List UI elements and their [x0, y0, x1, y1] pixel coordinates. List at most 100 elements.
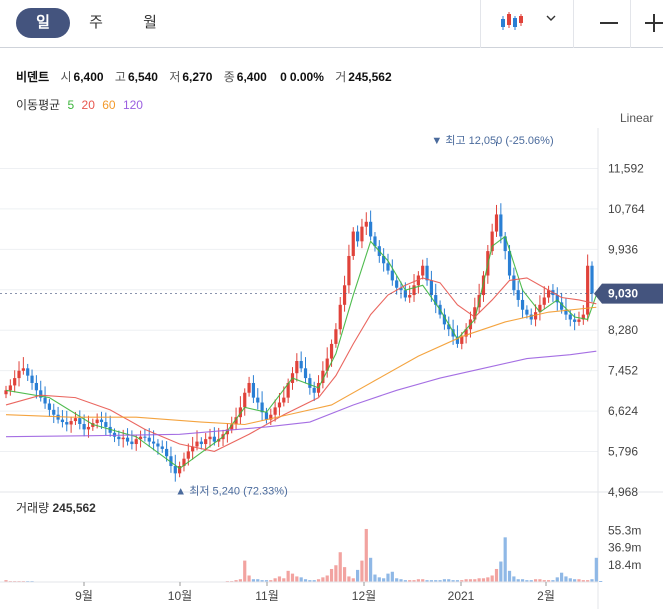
ma-60-label[interactable]: 60 [102, 98, 116, 112]
volume-bar [295, 576, 299, 582]
volume-bar [538, 579, 542, 582]
volume-bar [312, 580, 316, 582]
candle-body [65, 422, 69, 425]
volume-tick-label: 36.9m [608, 541, 641, 555]
candle [577, 311, 581, 326]
candle-body [568, 314, 572, 320]
ma-60-line [5, 306, 597, 426]
volume-bar [382, 578, 386, 582]
candle [99, 411, 104, 429]
candle-body [130, 441, 134, 445]
candle-body [351, 231, 355, 256]
volume-bar [260, 580, 264, 582]
volume-bar [412, 580, 416, 582]
candle-body [8, 385, 12, 391]
volume-bar [438, 580, 442, 582]
volume-bar [282, 578, 286, 582]
candle [165, 441, 169, 462]
volume-bar [4, 580, 8, 582]
scale-mode-button[interactable]: Linear [620, 111, 654, 125]
tab-day[interactable]: 일 [16, 8, 70, 38]
candle-body [412, 285, 416, 296]
tab-month[interactable]: 월 [143, 14, 157, 31]
volume-bar [442, 579, 447, 582]
candle [17, 361, 21, 387]
volume-label: 거 [335, 70, 347, 84]
candle-body [169, 456, 173, 467]
minus-icon[interactable] [600, 22, 618, 24]
candle [138, 430, 143, 448]
candle-body [43, 397, 47, 404]
candle-body [264, 412, 269, 420]
ma-120-line [5, 350, 597, 438]
x-tick-label: 10월 [168, 589, 192, 603]
candle-body [520, 299, 525, 310]
open-value: 6,400 [73, 70, 104, 84]
candle-body [577, 319, 581, 322]
volume-bar [386, 573, 390, 582]
candle [481, 271, 486, 302]
candle [520, 288, 525, 319]
candle-body [451, 329, 455, 337]
volume-bar [499, 561, 503, 582]
candle-body [112, 432, 117, 437]
candle-body [560, 302, 564, 310]
candle [52, 403, 56, 424]
close-value: 6,400 [236, 70, 267, 84]
candle [373, 232, 377, 252]
candle-body [277, 402, 282, 408]
ma-5-label[interactable]: 5 [67, 98, 75, 112]
candle-body [555, 295, 559, 303]
candle [65, 410, 69, 432]
volume-bar [360, 560, 364, 582]
chevron-down-icon[interactable] [545, 12, 557, 27]
candle-body [455, 336, 460, 344]
candle [460, 332, 464, 350]
candlestick-icon[interactable] [500, 10, 526, 34]
ma-5-line [5, 235, 597, 470]
volume-bar [321, 577, 325, 582]
candle-body [369, 221, 373, 237]
candle [334, 323, 338, 348]
tab-week[interactable]: 주 [89, 14, 103, 31]
candle [21, 357, 25, 375]
candle [56, 406, 60, 424]
volume-bar [399, 579, 403, 582]
candle [238, 396, 242, 425]
candle-body [82, 424, 86, 430]
candle-body [60, 419, 65, 423]
candle-body [73, 418, 78, 422]
candle [260, 391, 264, 421]
candle-body [299, 360, 303, 369]
volume-bar [247, 575, 251, 582]
candle-body [395, 280, 399, 288]
candle [573, 313, 577, 331]
volume-bar [586, 580, 590, 582]
volume-bar [351, 578, 355, 582]
volume-bar [416, 579, 420, 582]
ma-legend: 이동평균 5 20 60 120 [16, 96, 147, 113]
candle [60, 410, 65, 428]
candle-body [590, 265, 594, 294]
candle-body [329, 343, 334, 359]
plus-icon[interactable] [645, 14, 663, 32]
candle-body [199, 441, 203, 445]
candle-body [165, 448, 169, 457]
candle-body [542, 297, 546, 305]
ma-120-label[interactable]: 120 [122, 98, 143, 112]
candle-body [564, 309, 568, 315]
candle-body [325, 358, 329, 371]
ma-20-label[interactable]: 20 [81, 98, 95, 112]
volume-bar [356, 569, 360, 582]
candle-body [421, 265, 425, 276]
candle-body [312, 387, 316, 393]
candle-body [208, 436, 212, 440]
candle [338, 297, 342, 335]
volume-bar [347, 576, 351, 582]
candle-body [247, 382, 251, 393]
candle-body [507, 251, 512, 276]
candle-body [186, 451, 190, 459]
candle [538, 295, 542, 321]
volume-bar [238, 579, 242, 582]
